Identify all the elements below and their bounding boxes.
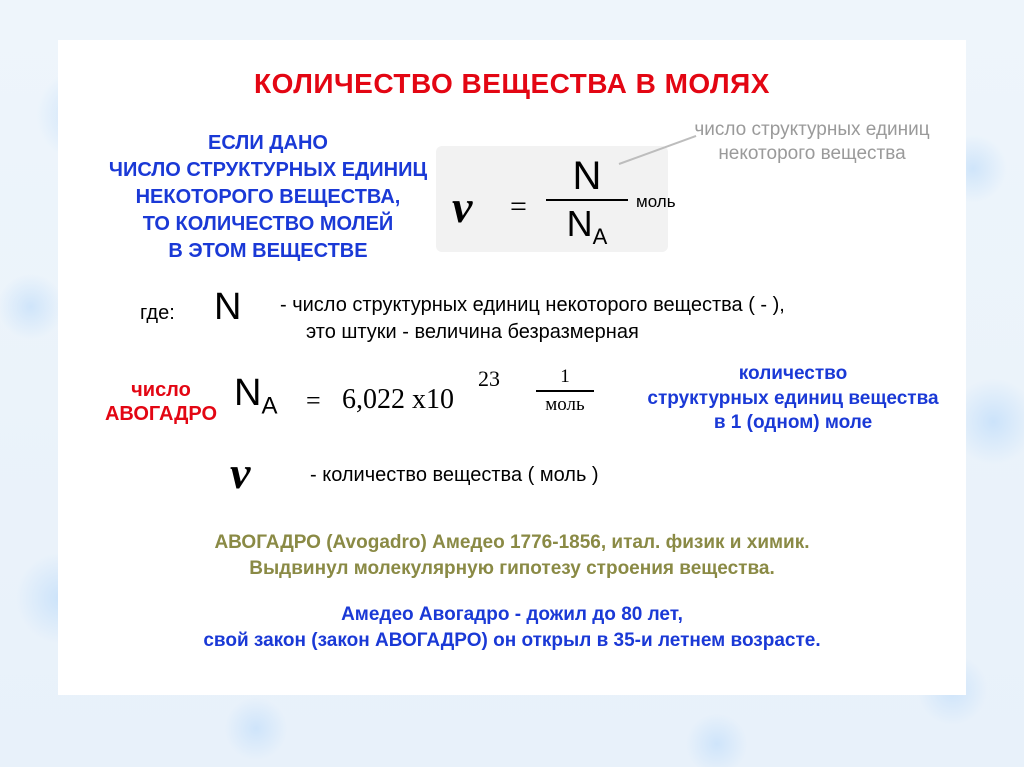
denominator: NA <box>546 206 628 248</box>
n-desc-l2: это штуки - величина безразмерная <box>280 321 639 343</box>
bio-l2: Выдвинул молекулярную гипотезу строения … <box>249 558 775 579</box>
intro-l2: ЧИСЛО СТРУКТУРНЫХ ЕДИНИЦ <box>109 159 427 181</box>
na-N: N <box>234 372 261 414</box>
n-symbol: N <box>214 286 241 329</box>
nu2-desc: - количество вещества ( моль ) <box>310 464 599 487</box>
bio-l1: АВОГАДРО (Avogadro) Амедео 1776-1856, ит… <box>214 532 809 553</box>
na-unit-line <box>536 390 594 392</box>
title: КОЛИЧЕСТВО ВЕЩЕСТВА В МОЛЯХ <box>58 68 966 100</box>
av-l1: число <box>131 379 191 401</box>
fraction-line <box>546 199 628 201</box>
na-equals: = <box>306 386 321 416</box>
n-desc-l1: - число структурных единиц некоторого ве… <box>280 294 785 316</box>
bio2-l2: свой закон (закон АВОГАДРО) он открыл в … <box>203 630 820 651</box>
intro-l5: В ЭТОМ ВЕЩЕСТВЕ <box>168 240 367 262</box>
content-card: КОЛИЧЕСТВО ВЕЩЕСТВА В МОЛЯХ ЕСЛИ ДАНО ЧИ… <box>58 40 966 695</box>
nar-l1: количество <box>739 363 847 384</box>
na-symbol: NA <box>234 372 277 421</box>
na-exponent: 23 <box>478 366 500 392</box>
intro-l4: ТО КОЛИЧЕСТВО МОЛЕЙ <box>143 213 394 235</box>
nu2-symbol: ν <box>230 446 250 499</box>
bio2-l1: Амедео Авогадро - дожил до 80 лет, <box>341 604 683 625</box>
intro-block: ЕСЛИ ДАНО ЧИСЛО СТРУКТУРНЫХ ЕДИНИЦ НЕКОТ… <box>108 130 428 265</box>
den-N: N <box>567 203 593 244</box>
intro-l3: НЕКОТОРОГО ВЕЩЕСТВА, <box>136 186 401 208</box>
unit-mol: моль <box>636 192 676 212</box>
top-right-note: число структурных единиц некоторого веще… <box>672 118 952 166</box>
where-label: где: <box>140 302 175 325</box>
na-unit-num: 1 <box>536 366 594 388</box>
na-unit-den: моль <box>536 394 594 416</box>
na-value: 6,022 x10 <box>342 384 454 416</box>
equals: = <box>510 190 527 224</box>
bio2-block: Амедео Авогадро - дожил до 80 лет, свой … <box>58 602 966 653</box>
av-l2: АВОГАДРО <box>105 403 217 425</box>
nu-symbol: ν <box>452 180 472 233</box>
numerator: N <box>546 156 628 196</box>
nar-l2: структурных единиц вещества <box>647 388 938 409</box>
na-unit: 1 моль <box>536 366 594 416</box>
bio-block: АВОГАДРО (Avogadro) Амедео 1776-1856, ит… <box>58 530 966 581</box>
den-sub: A <box>593 224 608 249</box>
intro-l1: ЕСЛИ ДАНО <box>208 132 328 154</box>
trn-l2: некоторого вещества <box>718 143 905 164</box>
n-description: - число структурных единиц некоторого ве… <box>280 292 920 346</box>
avogadro-label: число АВОГАДРО <box>96 378 226 426</box>
na-sub: A <box>261 393 277 420</box>
fraction: N NA <box>546 156 628 248</box>
formula-box: ν = N NA моль <box>436 146 668 252</box>
na-right-note: количество структурных единиц вещества в… <box>628 362 958 436</box>
trn-l1: число структурных единиц <box>694 119 929 140</box>
nar-l3: в 1 (одном) моле <box>714 412 872 433</box>
